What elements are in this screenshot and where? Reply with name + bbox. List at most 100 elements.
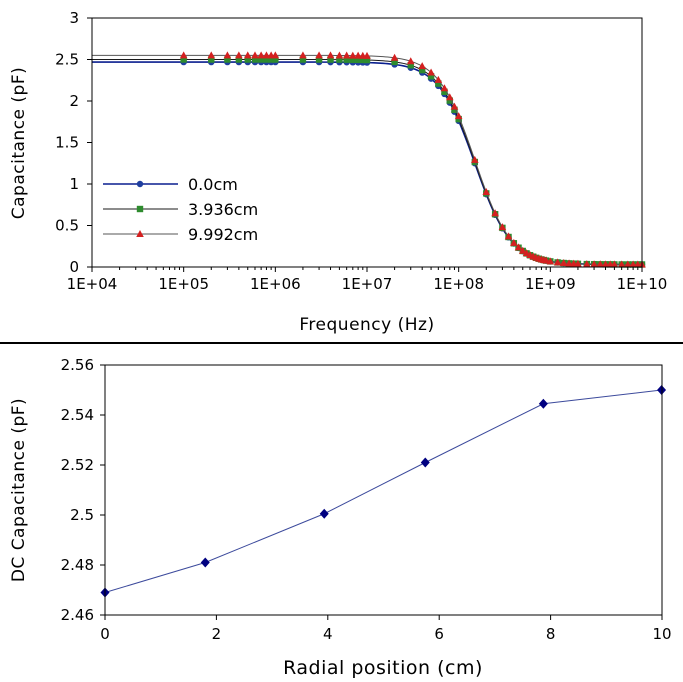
top-y-tick-label: 3 (69, 9, 79, 27)
top-x-tick-label: 1E+09 (525, 275, 576, 293)
top-y-ticks: 0 0.5 1 1.5 2 2.5 3 (55, 9, 92, 276)
top-y-tick-label: 0 (69, 258, 79, 276)
legend-swatch-marker (136, 230, 144, 237)
top-data-point (207, 51, 216, 59)
bottom-plot-area (100, 385, 667, 598)
top-data-point (454, 112, 463, 120)
radial-capacitance-chart: 0 2 4 6 8 10 2.46 2.48 2.5 2.52 2.54 2.56 Radial p… (9, 356, 672, 679)
top-plot-area (92, 51, 646, 268)
top-data-point (224, 56, 231, 63)
top-data-point (263, 56, 270, 63)
top-data-point (518, 246, 527, 254)
top-data-point (363, 51, 371, 59)
top-data-point (617, 260, 626, 268)
top-data-point (180, 56, 187, 63)
top-data-point (450, 102, 459, 110)
top-data-point (327, 56, 334, 63)
top-series-line (92, 54, 642, 265)
top-data-point (446, 97, 453, 104)
top-data-point (336, 56, 343, 63)
top-data-point (235, 56, 243, 63)
top-data-point (583, 260, 591, 268)
top-data-point (451, 106, 458, 113)
legend-swatch-marker (136, 180, 144, 188)
top-y-axis-label: Capacitance (pF) (9, 67, 29, 219)
top-data-point (441, 88, 448, 95)
top-data-point (553, 258, 562, 266)
top-y-tick-label: 2.5 (55, 51, 79, 69)
legend-entry-label: 9.992cm (188, 225, 258, 244)
bottom-y-axis-label: DC Capacitance (pF) (9, 398, 29, 582)
bottom-data-point (420, 457, 430, 468)
top-data-point (407, 62, 414, 69)
bottom-plot-frame (104, 364, 663, 616)
bottom-y-tick-label: 2.5 (70, 506, 94, 524)
top-data-point (315, 56, 323, 63)
top-data-point (243, 51, 252, 59)
top-data-point (349, 56, 357, 63)
top-data-point (354, 56, 362, 64)
top-data-point (257, 56, 265, 63)
top-data-point (179, 51, 188, 59)
top-x-tick-label: 1E+08 (433, 275, 484, 293)
bottom-x-tick-label: 8 (546, 625, 556, 643)
top-legend: 0.0cm 3.936cm 9.992cm (103, 175, 258, 244)
bottom-data-point (200, 557, 210, 568)
top-data-point (359, 56, 367, 64)
top-data-point (251, 56, 259, 63)
top-data-point (406, 57, 415, 65)
top-data-point (299, 51, 307, 59)
top-data-point (491, 209, 499, 217)
top-series-0.0cm (92, 58, 646, 268)
bottom-x-axis-label: Radial position (cm) (283, 657, 483, 679)
top-x-tick-label: 1E+10 (617, 275, 668, 293)
top-data-point (418, 66, 426, 74)
frequency-capacitance-chart: 1E+04 1E+05 1E+06 1E+07 1E+08 1E+09 1E+10 0 0.5… (9, 9, 667, 335)
top-y-tick-label: 2 (69, 92, 79, 110)
top-data-point (559, 258, 568, 266)
top-data-point (299, 56, 307, 63)
top-data-point (235, 51, 243, 59)
bottom-y-tick-label: 2.52 (61, 456, 94, 474)
legend-entry-label: 0.0cm (188, 175, 238, 194)
top-x-ticks: 1E+04 1E+05 1E+06 1E+07 1E+08 1E+09 1E+10 (67, 267, 668, 293)
top-data-point (498, 223, 507, 231)
bottom-y-tick-label: 2.48 (61, 556, 94, 574)
top-data-point (343, 56, 350, 63)
bottom-y-ticks: 2.46 2.48 2.5 2.52 2.54 2.56 (61, 356, 105, 624)
top-x-tick-label: 1E+07 (342, 275, 393, 293)
top-data-point (590, 260, 598, 268)
top-data-point (271, 51, 280, 59)
top-data-point (257, 51, 265, 59)
top-data-point (342, 51, 351, 59)
top-data-point (427, 73, 435, 80)
top-data-point (272, 56, 279, 63)
bottom-x-tick-label: 4 (323, 625, 333, 643)
top-data-point (349, 51, 357, 59)
top-data-point (440, 84, 449, 92)
top-data-point (471, 155, 479, 163)
bottom-y-tick-label: 2.54 (61, 406, 94, 424)
top-data-point (391, 58, 398, 66)
bottom-y-tick-label: 2.56 (61, 356, 94, 374)
top-data-point (427, 68, 435, 76)
bottom-data-point (538, 398, 548, 409)
top-data-point (546, 257, 555, 265)
top-data-point (610, 260, 619, 268)
top-data-point (504, 232, 513, 240)
legend-swatch-marker (136, 205, 144, 213)
legend-entry-label: 3.936cm (188, 200, 258, 219)
top-data-point (390, 53, 399, 61)
top-data-point (251, 51, 259, 59)
top-data-point (363, 56, 371, 64)
top-x-tick-label: 1E+05 (158, 275, 209, 293)
top-data-point (435, 80, 442, 87)
top-series-9.992cm (92, 51, 646, 268)
top-data-point (510, 238, 518, 246)
bottom-y-tick-label: 2.46 (61, 606, 94, 624)
top-x-tick-label: 1E+04 (67, 275, 118, 293)
top-data-point (574, 259, 582, 267)
bottom-x-tick-label: 0 (100, 625, 110, 643)
top-data-point (418, 62, 426, 70)
